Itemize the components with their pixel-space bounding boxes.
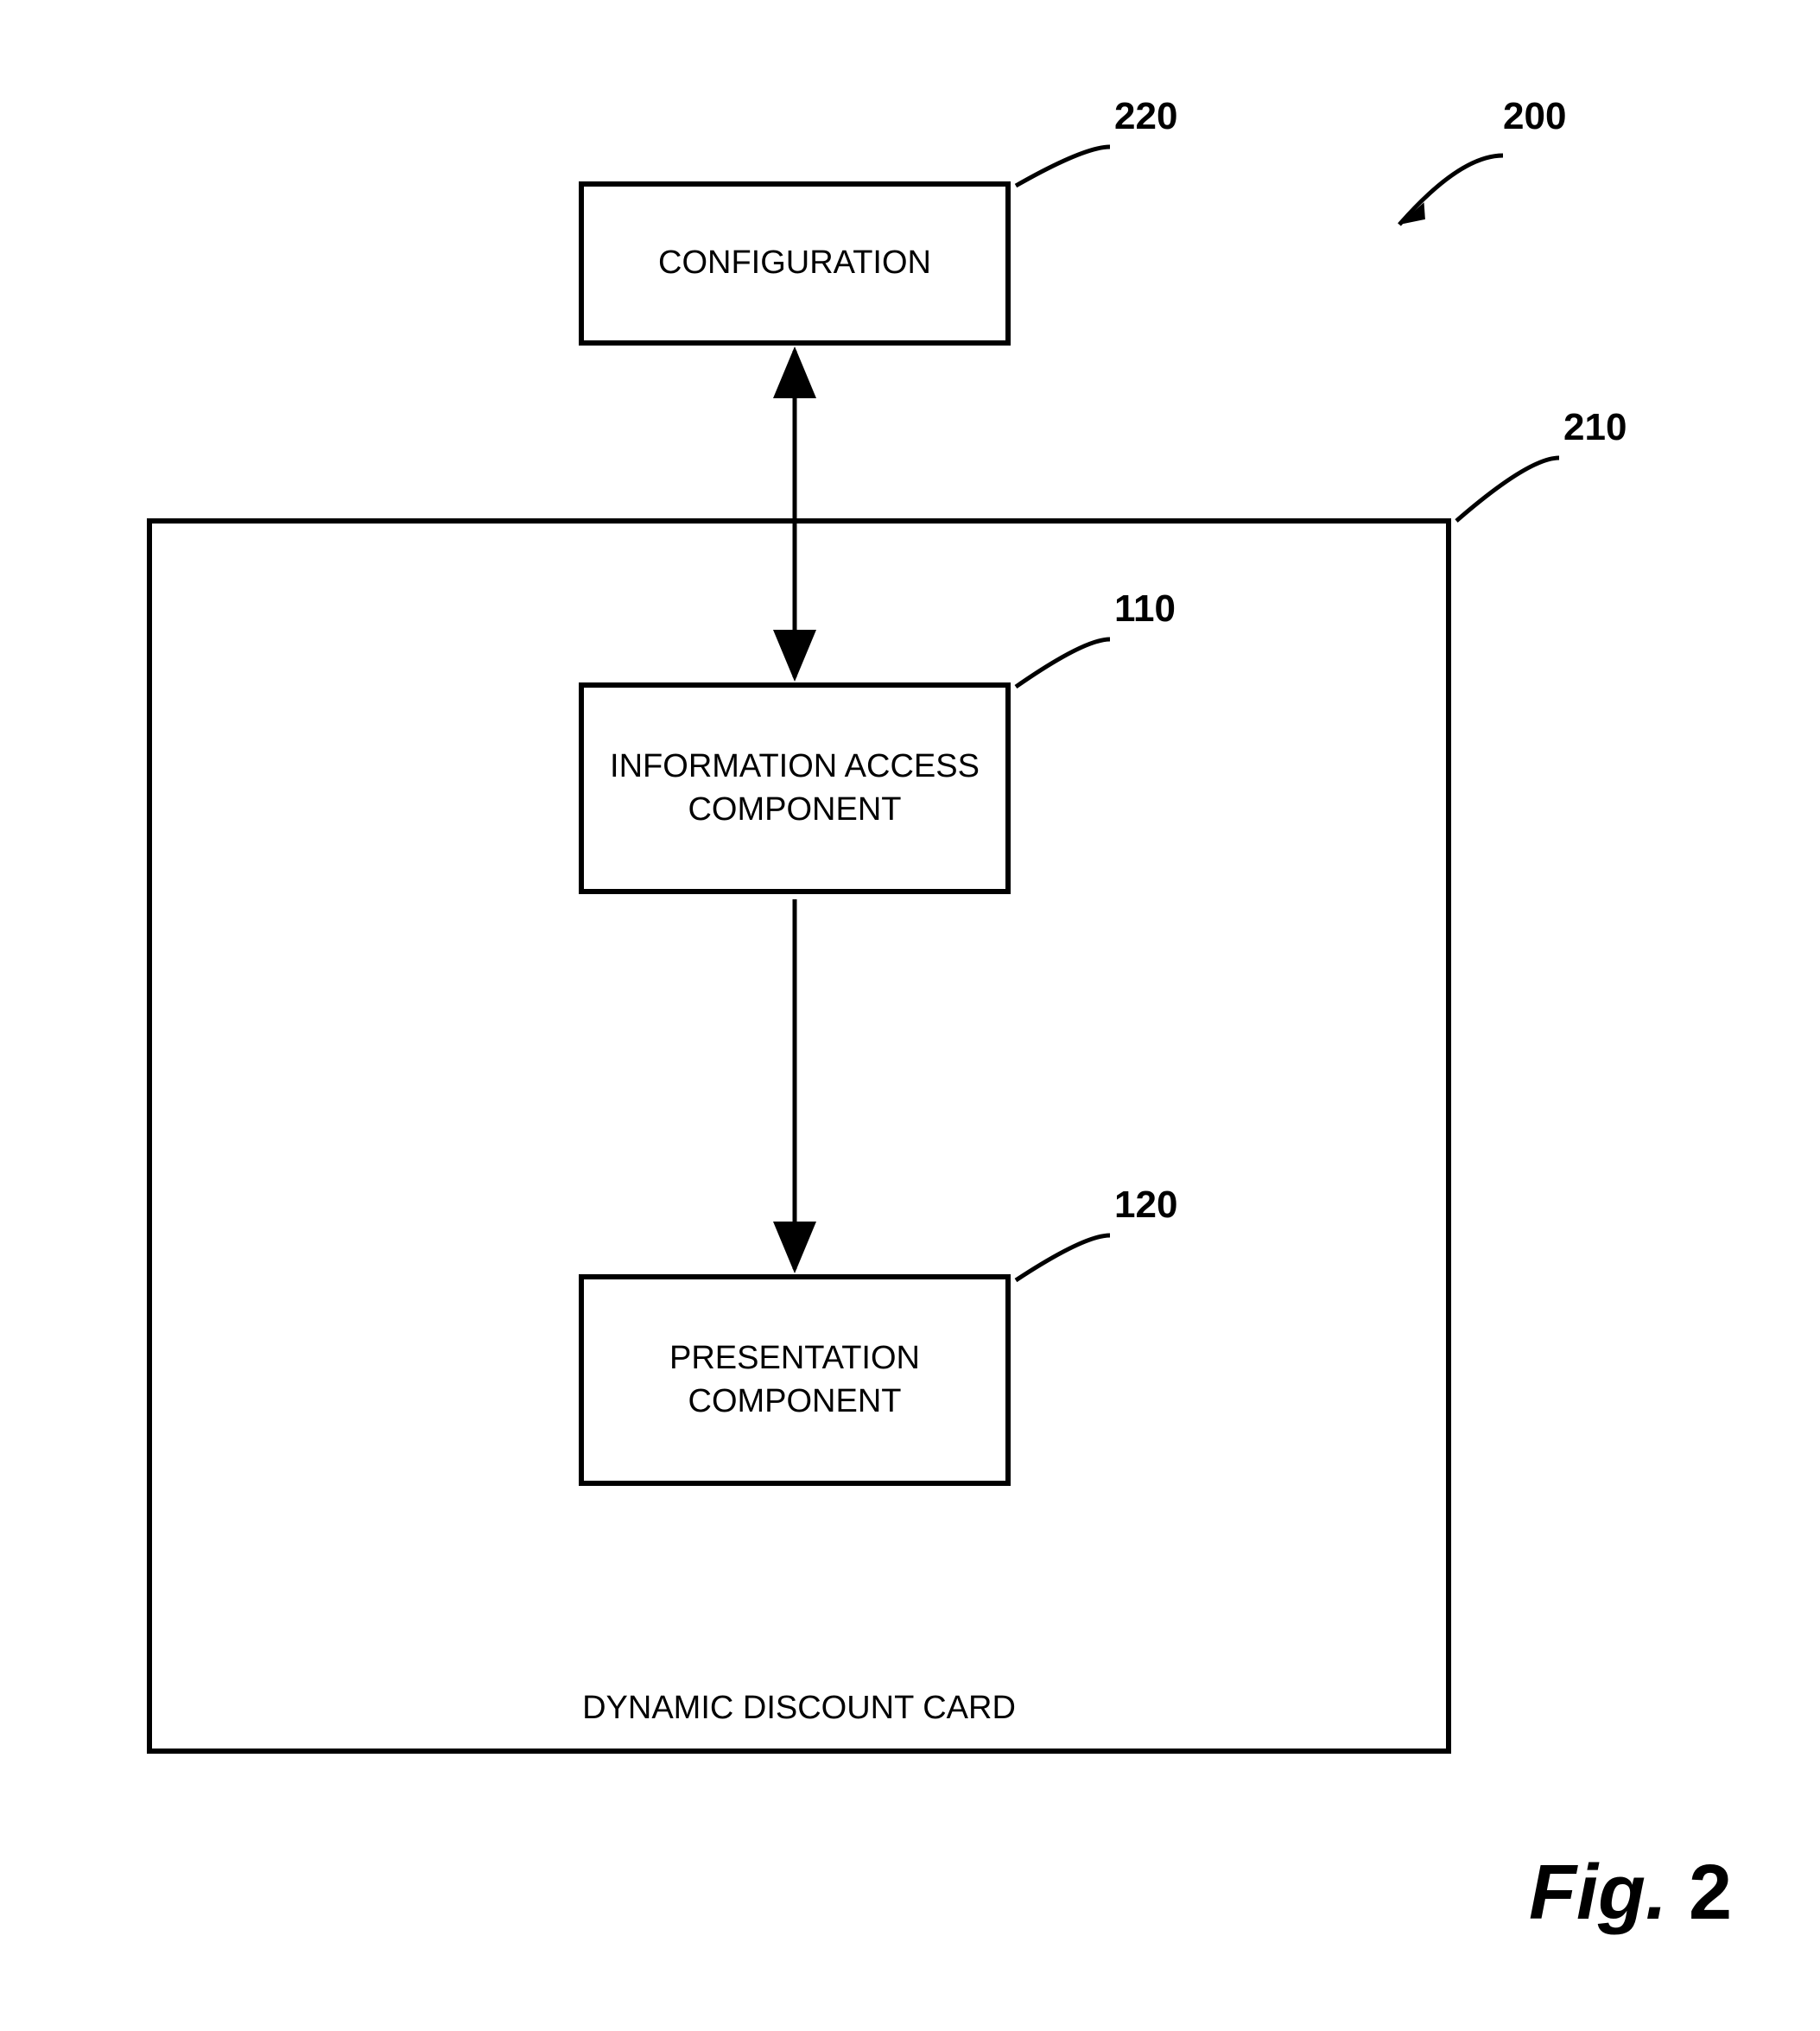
configuration-box: CONFIGURATION: [579, 181, 1011, 346]
presentation-label: PRESENTATION COMPONENT: [669, 1337, 920, 1423]
ref-label-210: 210: [1563, 406, 1627, 449]
dynamic-discount-card-label: DYNAMIC DISCOUNT CARD: [152, 1690, 1446, 1727]
ref-label-200: 200: [1503, 95, 1566, 138]
ref-label-110: 110: [1114, 587, 1176, 631]
figure-label: Fig. 2: [1529, 1849, 1732, 1938]
presentation-box: PRESENTATION COMPONENT: [579, 1274, 1011, 1486]
information-access-box: INFORMATION ACCESS COMPONENT: [579, 682, 1011, 894]
figure-prefix: Fig.: [1529, 1850, 1689, 1936]
information-access-label: INFORMATION ACCESS COMPONENT: [610, 746, 980, 831]
ref-label-120: 120: [1114, 1184, 1177, 1227]
figure-number: 2: [1689, 1850, 1732, 1936]
configuration-label: CONFIGURATION: [658, 242, 931, 284]
diagram-root: DYNAMIC DISCOUNT CARD CONFIGURATION INFO…: [0, 0, 1820, 2031]
ref-label-220: 220: [1114, 95, 1177, 138]
